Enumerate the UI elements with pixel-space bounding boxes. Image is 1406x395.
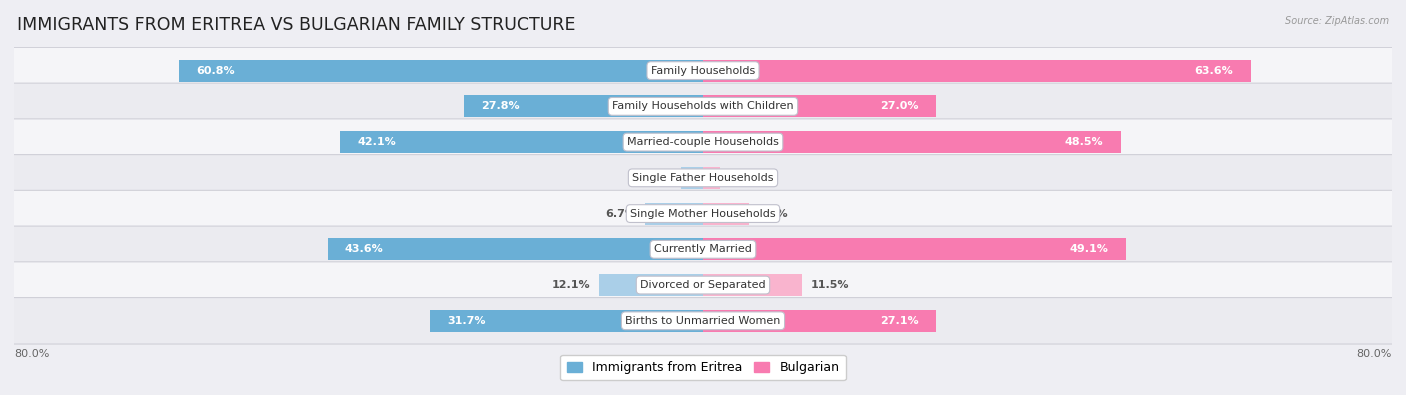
Text: Family Households: Family Households	[651, 66, 755, 75]
Text: 49.1%: 49.1%	[1070, 245, 1108, 254]
FancyBboxPatch shape	[4, 83, 1402, 130]
Bar	[682, 167, 703, 189]
Bar	[703, 95, 935, 117]
FancyBboxPatch shape	[4, 119, 1402, 166]
Text: 2.5%: 2.5%	[643, 173, 673, 183]
Text: 80.0%: 80.0%	[14, 349, 49, 359]
Text: 11.5%: 11.5%	[811, 280, 849, 290]
Bar	[180, 60, 703, 82]
Text: IMMIGRANTS FROM ERITREA VS BULGARIAN FAMILY STRUCTURE: IMMIGRANTS FROM ERITREA VS BULGARIAN FAM…	[17, 16, 575, 34]
Text: 43.6%: 43.6%	[344, 245, 384, 254]
Bar	[430, 310, 703, 332]
Text: 31.7%: 31.7%	[447, 316, 485, 326]
Text: Births to Unmarried Women: Births to Unmarried Women	[626, 316, 780, 326]
Text: 12.1%: 12.1%	[551, 280, 591, 290]
Text: 27.8%: 27.8%	[481, 102, 519, 111]
FancyBboxPatch shape	[4, 297, 1402, 344]
Text: 60.8%: 60.8%	[197, 66, 235, 75]
Text: 6.7%: 6.7%	[606, 209, 637, 218]
Bar	[340, 131, 703, 153]
Text: 2.0%: 2.0%	[728, 173, 759, 183]
Bar	[703, 203, 748, 225]
Text: 27.0%: 27.0%	[880, 102, 918, 111]
Bar	[645, 203, 703, 225]
Bar	[703, 60, 1251, 82]
Text: Source: ZipAtlas.com: Source: ZipAtlas.com	[1285, 16, 1389, 26]
Bar	[464, 95, 703, 117]
Text: Divorced or Separated: Divorced or Separated	[640, 280, 766, 290]
Bar	[703, 238, 1126, 260]
FancyBboxPatch shape	[4, 154, 1402, 201]
Text: Single Mother Households: Single Mother Households	[630, 209, 776, 218]
Bar	[703, 274, 801, 296]
Bar	[703, 167, 720, 189]
Bar	[703, 131, 1121, 153]
FancyBboxPatch shape	[4, 226, 1402, 273]
Text: Currently Married: Currently Married	[654, 245, 752, 254]
FancyBboxPatch shape	[4, 262, 1402, 308]
Text: 42.1%: 42.1%	[357, 137, 396, 147]
FancyBboxPatch shape	[4, 47, 1402, 94]
Text: 27.1%: 27.1%	[880, 316, 920, 326]
Bar	[328, 238, 703, 260]
Bar	[599, 274, 703, 296]
Bar	[703, 310, 936, 332]
Text: 63.6%: 63.6%	[1195, 66, 1233, 75]
Legend: Immigrants from Eritrea, Bulgarian: Immigrants from Eritrea, Bulgarian	[561, 355, 845, 380]
FancyBboxPatch shape	[4, 190, 1402, 237]
Text: 80.0%: 80.0%	[1357, 349, 1392, 359]
Text: Family Households with Children: Family Households with Children	[612, 102, 794, 111]
Text: 48.5%: 48.5%	[1064, 137, 1104, 147]
Text: Single Father Households: Single Father Households	[633, 173, 773, 183]
Text: Married-couple Households: Married-couple Households	[627, 137, 779, 147]
Text: 5.3%: 5.3%	[758, 209, 787, 218]
